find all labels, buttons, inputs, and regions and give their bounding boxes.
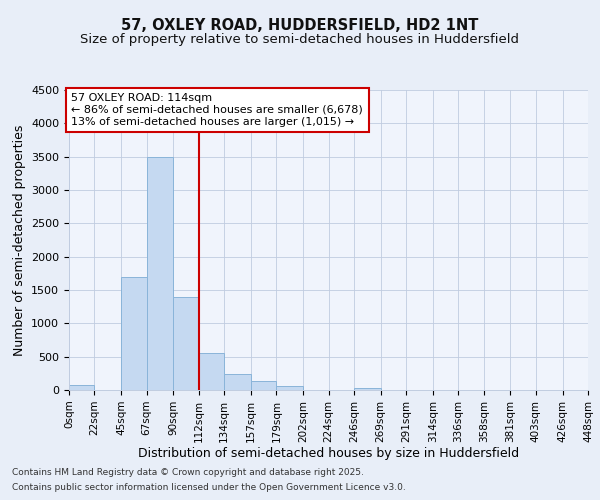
Bar (121, 276, 146, 390)
Text: Contains public sector information licensed under the Open Government Licence v3: Contains public sector information licen… (12, 483, 406, 492)
Text: Size of property relative to semi-detached houses in Huddersfield: Size of property relative to semi-detach… (80, 32, 520, 46)
Text: 57 OXLEY ROAD: 114sqm
← 86% of semi-detached houses are smaller (6,678)
13% of s: 57 OXLEY ROAD: 114sqm ← 86% of semi-deta… (71, 94, 363, 126)
Bar (224, 374, 251, 390)
Bar (69, 385, 94, 390)
Bar (173, 296, 199, 390)
Y-axis label: Number of semi-detached properties: Number of semi-detached properties (13, 124, 26, 356)
Text: Contains HM Land Registry data © Crown copyright and database right 2025.: Contains HM Land Registry data © Crown c… (12, 468, 364, 477)
Bar (199, 354, 224, 390)
X-axis label: Distribution of semi-detached houses by size in Huddersfield: Distribution of semi-detached houses by … (138, 448, 519, 460)
Bar (146, 156, 173, 390)
Bar (251, 382, 277, 390)
Text: 57, OXLEY ROAD, HUDDERSFIELD, HD2 1NT: 57, OXLEY ROAD, HUDDERSFIELD, HD2 1NT (121, 18, 479, 32)
Bar (277, 386, 303, 390)
Bar (354, 388, 380, 390)
